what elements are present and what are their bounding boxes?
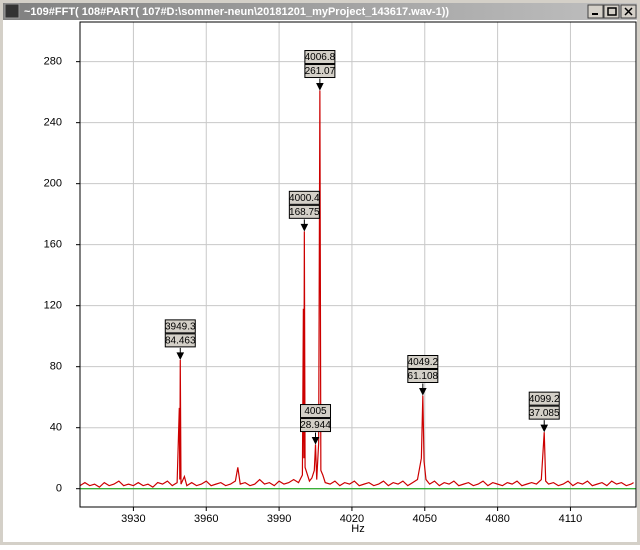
peak-annotation: 3949.3 84.463 [164,319,196,360]
y-tick-label: 240 [44,117,62,129]
annotation-box [528,391,560,406]
annotation-y: 261.07 [305,66,336,77]
peak-annotation: 4099.2 37.085 [528,391,560,433]
annotations: 3949.3 84.463 4000.4 168.75 4005 28.944 4006.8… [164,50,560,445]
peak-arrow [316,78,324,91]
peak-arrow [300,219,309,232]
y-tick-label: 160 [44,239,62,251]
annotation-box [164,319,196,334]
y-tick-label: 120 [44,300,62,312]
x-tick-label: 3930 [121,513,145,525]
annotation-box [288,204,320,219]
annotation-box [304,64,336,79]
annotation-box [528,405,560,420]
window-icon [4,3,20,19]
annotation-box [407,368,439,383]
annotation-y: 61.108 [408,371,439,382]
peak-arrow [311,432,320,445]
spectrum-line [80,90,634,488]
annotation-box [288,190,320,205]
window-buttons [587,4,637,19]
annotation-y: 37.085 [529,408,560,419]
annotation-box [304,50,336,65]
plot-frame [79,21,637,508]
y-tick-label: 200 [44,178,62,190]
peak-annotation: 4006.8 261.07 [304,50,336,91]
plot-area [80,90,636,490]
x-tick-label: 3960 [194,513,218,525]
peak-annotation: 4049.2 61.108 [407,354,439,396]
x-tick-label: 4080 [485,513,509,525]
window-title: ~109#FFT( 108#PART( 107#D:\sommer-neun\2… [24,6,449,18]
peak-arrow [176,347,185,360]
annotation-x: 3949.3 [165,322,196,333]
peak-arrow [419,383,427,396]
close-icon [624,7,633,16]
x-tick-label: 3990 [267,513,291,525]
annotation-box [164,333,196,348]
annotation-y: 28.944 [300,420,331,431]
annotation-x: 4099.2 [529,394,560,405]
annotation-y: 168.75 [289,207,320,218]
annotation-x: 4049.2 [408,357,439,368]
x-tick-label: 4050 [413,513,437,525]
x-tick-label: 4020 [340,513,364,525]
annotation-box [300,418,332,433]
peak-annotation: 4000.4 168.75 [288,190,320,232]
peak-annotation: 4005 28.944 [300,404,332,445]
y-tick-label: 0 [56,483,62,495]
annotation-box [407,354,439,369]
annotation-box [300,404,332,419]
y-tick-label: 280 [44,56,62,68]
annotation-x: 4000.4 [289,193,320,204]
x-axis-label: Hz [351,523,364,535]
annotation-x: 4005 [304,406,327,417]
y-tick-label: 40 [50,422,62,434]
x-tick-label: 4110 [559,513,583,525]
y-tick-label: 80 [50,361,62,373]
title-bar [3,3,637,20]
annotation-y: 84.463 [165,336,196,347]
minimize-button[interactable] [587,4,604,19]
maximize-icon [607,7,617,16]
annotation-x: 4006.8 [305,52,336,63]
peak-arrow [540,420,549,433]
